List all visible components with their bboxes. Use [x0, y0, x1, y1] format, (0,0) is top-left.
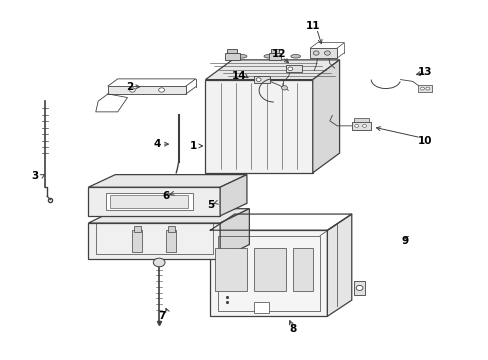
Bar: [88, 187, 220, 216]
Bar: [254, 76, 269, 83]
Polygon shape: [220, 209, 249, 259]
Circle shape: [158, 88, 164, 92]
Bar: [210, 230, 327, 316]
Polygon shape: [220, 175, 246, 216]
Bar: [166, 230, 176, 252]
Bar: [132, 230, 142, 252]
Bar: [108, 86, 185, 94]
Circle shape: [324, 51, 330, 55]
Bar: [96, 223, 212, 253]
Text: 4: 4: [153, 139, 160, 149]
Circle shape: [425, 87, 429, 90]
Text: 7: 7: [158, 311, 165, 321]
Text: 9: 9: [401, 236, 408, 246]
Bar: [215, 248, 246, 291]
Text: 11: 11: [305, 21, 319, 31]
Circle shape: [287, 67, 292, 71]
Text: 12: 12: [271, 49, 285, 59]
Bar: [205, 80, 312, 173]
Text: 6: 6: [163, 191, 170, 201]
Bar: [167, 226, 174, 232]
Bar: [268, 53, 281, 60]
Bar: [417, 85, 431, 92]
Bar: [254, 248, 285, 291]
Bar: [105, 193, 193, 211]
Bar: [88, 223, 220, 259]
Bar: [227, 49, 237, 53]
Bar: [353, 118, 368, 122]
Bar: [134, 226, 141, 232]
Bar: [217, 235, 320, 311]
Circle shape: [256, 78, 261, 81]
Bar: [224, 53, 239, 60]
Polygon shape: [205, 60, 339, 80]
Text: 14: 14: [232, 71, 246, 81]
Circle shape: [153, 258, 164, 267]
Text: 10: 10: [417, 136, 431, 145]
Text: 2: 2: [126, 82, 133, 92]
Ellipse shape: [290, 54, 300, 58]
Bar: [110, 195, 188, 208]
Polygon shape: [88, 175, 246, 187]
Bar: [293, 248, 312, 291]
Text: 13: 13: [417, 67, 431, 77]
Text: 3: 3: [31, 171, 39, 181]
Text: 8: 8: [289, 324, 296, 334]
Bar: [310, 48, 336, 58]
Bar: [353, 281, 364, 295]
Circle shape: [354, 125, 358, 127]
Circle shape: [313, 51, 319, 55]
Circle shape: [129, 88, 135, 92]
Text: 5: 5: [206, 200, 214, 210]
Polygon shape: [88, 209, 249, 223]
Circle shape: [362, 125, 366, 127]
Polygon shape: [312, 60, 339, 173]
Bar: [254, 302, 268, 313]
Bar: [271, 49, 278, 53]
Ellipse shape: [237, 54, 246, 58]
Circle shape: [420, 87, 424, 90]
Bar: [285, 65, 301, 72]
Circle shape: [355, 285, 362, 291]
Polygon shape: [327, 214, 351, 316]
Text: 1: 1: [189, 141, 197, 151]
Ellipse shape: [264, 54, 273, 58]
Circle shape: [281, 86, 287, 90]
Bar: [351, 122, 370, 130]
